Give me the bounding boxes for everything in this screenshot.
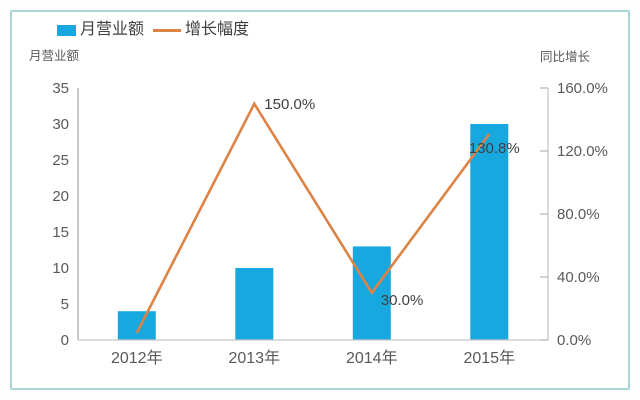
legend-item-growth: 增长幅度 (153, 20, 249, 40)
left-axis-tick-label: 5 (61, 296, 69, 313)
x-axis-label: 2015年 (463, 349, 515, 367)
chart-legend: 月营业额 增长幅度 (57, 20, 249, 40)
x-axis-label: 2013年 (228, 349, 280, 367)
legend-item-revenue: 月营业额 (57, 20, 144, 40)
left-axis-tick-label: 15 (52, 224, 69, 241)
x-axis-label: 2014年 (346, 349, 398, 367)
left-axis-tick-label: 25 (52, 152, 69, 169)
point-label: 130.8% (469, 140, 520, 157)
bar-2015年 (470, 124, 509, 340)
bar-series-swatch-icon (57, 24, 76, 36)
point-label: 30.0% (381, 292, 424, 309)
right-axis-tick-label: 40.0% (557, 269, 600, 286)
left-axis-tick-label: 0 (61, 332, 69, 349)
chart-card-frame (10, 10, 630, 390)
x-axis-label: 2012年 (111, 349, 163, 367)
right-axis-tick-label: 0.0% (557, 332, 591, 349)
left-axis-tick-label: 30 (52, 116, 69, 133)
left-axis-tick-label: 10 (52, 260, 69, 277)
left-axis-title: 月营业额 (29, 49, 80, 63)
legend-label-revenue: 月营业额 (80, 21, 145, 38)
left-axis-tick-label: 20 (52, 188, 69, 205)
legend-label-growth: 增长幅度 (185, 21, 250, 38)
left-axis-tick-label: 35 (52, 80, 69, 97)
point-label: 150.0% (264, 96, 315, 113)
right-axis-tick-label: 160.0% (557, 80, 608, 97)
right-axis-title: 同比增长 (540, 50, 591, 64)
line-series-swatch-icon (153, 28, 182, 32)
growth-line (135, 101, 491, 334)
bar-2012年 (117, 311, 156, 340)
right-axis-tick-label: 80.0% (557, 206, 600, 223)
bar-2013年 (235, 268, 274, 340)
right-axis-tick-label: 120.0% (557, 143, 608, 160)
